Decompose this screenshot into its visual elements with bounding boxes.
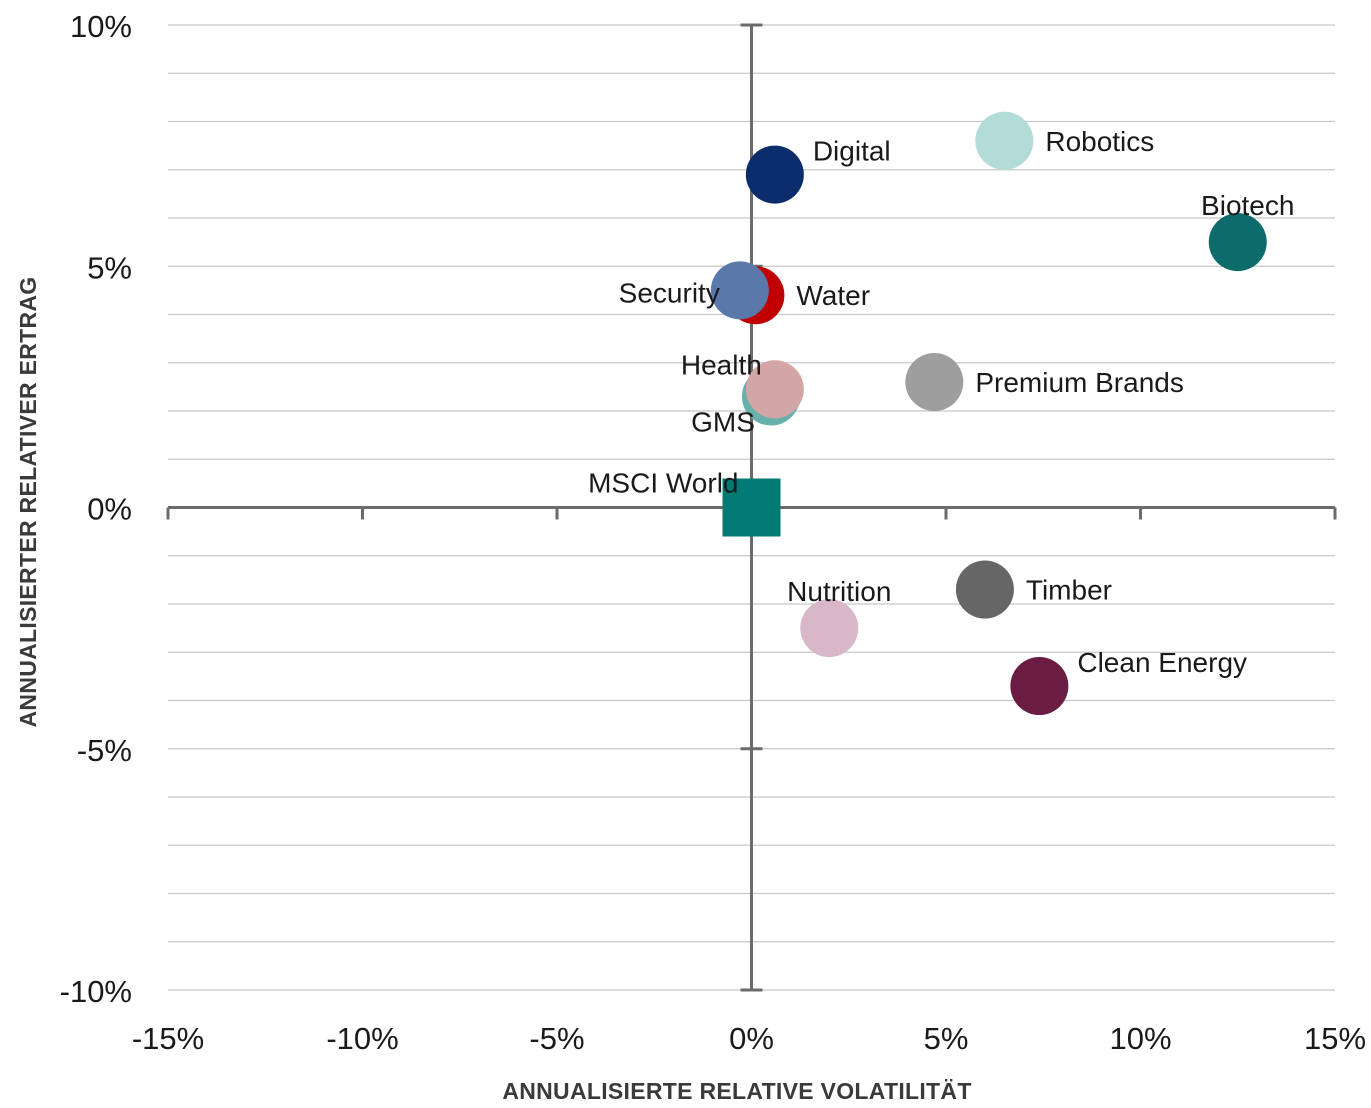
point-label-nutrition: Nutrition xyxy=(787,576,891,607)
point-label-security: Security xyxy=(619,277,720,308)
x-tick-label: 15% xyxy=(1304,1021,1366,1056)
tick-labels: -15% -10% -5% 0% 5% 10% 15%10%5%0%-5%-10% xyxy=(60,9,1366,1056)
y-tick-label: 5% xyxy=(87,250,132,285)
point-label-biotech: Biotech xyxy=(1201,190,1294,221)
y-axis-title: ANNUALISIERTER RELATIVER ERTRAG xyxy=(15,277,41,728)
point-label-water: Water xyxy=(796,280,870,311)
x-tick-label: 5% xyxy=(924,1021,969,1056)
point-label-premium-brands: Premium Brands xyxy=(975,367,1184,398)
point-label-msci-world: MSCI World xyxy=(588,468,738,499)
x-tick-label: -5% xyxy=(529,1021,584,1056)
point-label-gms: GMS xyxy=(691,407,755,438)
point-robotics xyxy=(975,111,1034,170)
point-msci-world xyxy=(722,478,781,537)
point-label-robotics: Robotics xyxy=(1045,126,1154,157)
point-clean-energy xyxy=(1010,657,1069,716)
point-security xyxy=(710,261,769,320)
point-health xyxy=(745,360,804,419)
point-premium-brands xyxy=(905,353,964,412)
x-tick-label: -15% xyxy=(132,1021,204,1056)
point-label-clean-energy: Clean Energy xyxy=(1077,647,1247,678)
y-tick-label: 10% xyxy=(70,9,132,44)
x-tick-label: 0% xyxy=(729,1021,774,1056)
point-label-health: Health xyxy=(681,349,762,380)
point-label-digital: Digital xyxy=(813,136,891,167)
point-biotech xyxy=(1208,213,1267,272)
x-axis-title: ANNUALISIERTE RELATIVE VOLATILITÄT xyxy=(502,1078,971,1104)
point-nutrition xyxy=(800,599,859,658)
y-tick-label: -5% xyxy=(77,733,132,768)
x-tick-label: -10% xyxy=(326,1021,398,1056)
data-points xyxy=(710,111,1267,716)
point-label-timber: Timber xyxy=(1026,575,1112,606)
y-tick-label: -10% xyxy=(60,974,132,1009)
point-digital xyxy=(745,145,804,204)
x-tick-label: 10% xyxy=(1109,1021,1171,1056)
y-tick-label: 0% xyxy=(87,492,132,527)
point-labels: Robotics Digital Biotech Water Security GMS He… xyxy=(588,126,1294,678)
point-timber xyxy=(955,560,1014,619)
